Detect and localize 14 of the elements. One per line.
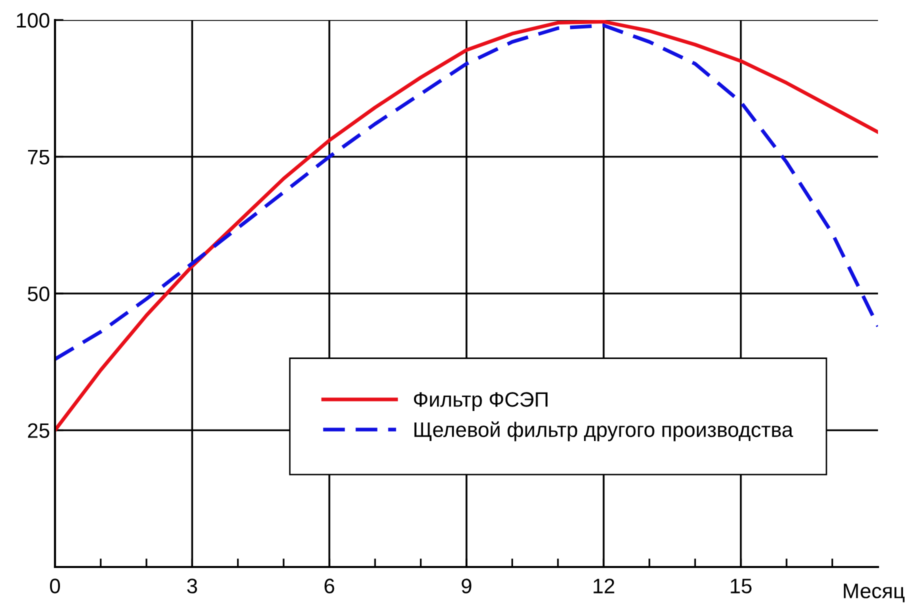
x-tick-label: 12 [594, 578, 614, 594]
x-tick-label: 9 [462, 578, 472, 594]
x-axis-title: Месяц [844, 584, 905, 602]
line-series [55, 24, 878, 361]
y-tick-label: 75 [28, 150, 50, 165]
legend-label: Фильтр ФСЭП [414, 392, 548, 411]
legend-label: Щелевой фильтр другого производства [414, 421, 794, 442]
x-tick-label: 15 [730, 578, 752, 594]
x-tick-label: 6 [324, 578, 334, 594]
y-tick-label: 50 [28, 286, 50, 302]
y-tick-label: 25 [28, 423, 50, 438]
y-tick-label: 100 [16, 13, 50, 28]
x-tick-label: 3 [187, 578, 198, 594]
x-tick-label: 0 [50, 578, 60, 594]
